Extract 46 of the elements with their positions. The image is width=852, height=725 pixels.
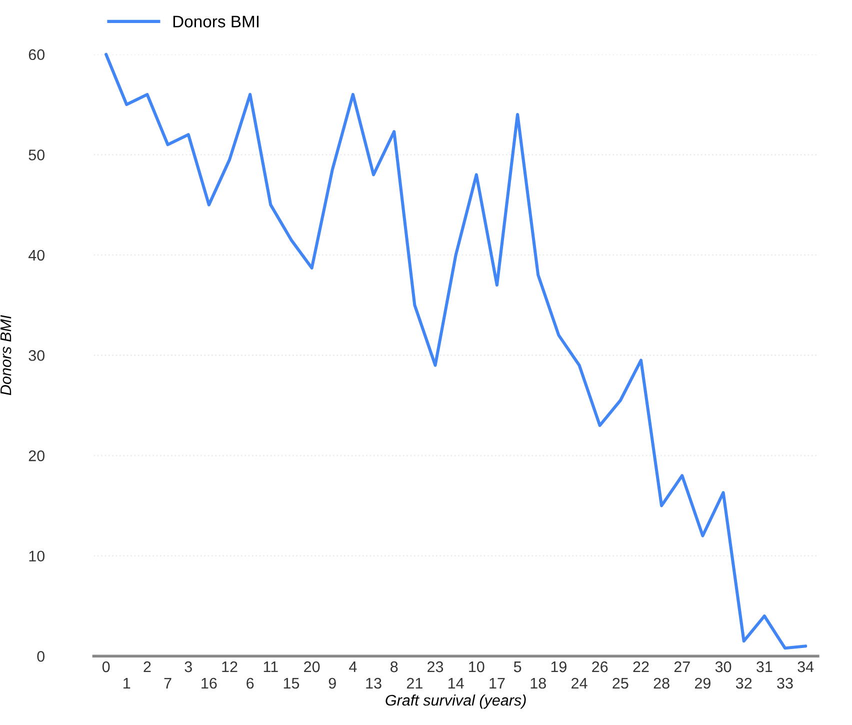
y-tick-label: 30 bbox=[28, 350, 45, 361]
x-tick-label: 25 bbox=[612, 678, 628, 689]
x-tick-label: 34 bbox=[798, 661, 814, 672]
x-tick-label: 11 bbox=[264, 662, 278, 672]
x-tick-label: 1 bbox=[124, 678, 130, 689]
x-tick-label: 0 bbox=[102, 661, 110, 672]
x-tick-label: 32 bbox=[736, 678, 752, 689]
x-tick-label: 13 bbox=[366, 678, 382, 689]
x-tick-label: 15 bbox=[284, 678, 300, 689]
x-tick-label: 20 bbox=[304, 661, 320, 672]
x-tick-label: 2 bbox=[144, 661, 151, 672]
x-tick-label: 16 bbox=[202, 678, 217, 689]
x-tick-label: 9 bbox=[328, 678, 336, 689]
x-tick-label: 28 bbox=[654, 678, 670, 689]
x-tick-label: 33 bbox=[777, 678, 793, 689]
y-tick-label: 50 bbox=[28, 150, 45, 160]
x-tick-label: 19 bbox=[551, 661, 566, 672]
y-axis-title: Donors BMI bbox=[0, 315, 12, 396]
x-tick-label: 31 bbox=[756, 661, 772, 672]
x-tick-label: 4 bbox=[349, 662, 357, 672]
x-tick-label: 17 bbox=[490, 678, 505, 689]
x-tick-label: 18 bbox=[530, 678, 546, 689]
y-tick-label: 10 bbox=[29, 550, 45, 562]
x-tick-label: 29 bbox=[694, 678, 710, 689]
x-tick-label: 14 bbox=[448, 678, 464, 689]
x-tick-label: 12 bbox=[222, 661, 238, 672]
x-tick-label: 6 bbox=[246, 678, 254, 689]
x-tick-label: 23 bbox=[428, 661, 444, 672]
x-tick-label: 8 bbox=[390, 661, 398, 672]
legend-label: Donors BMI bbox=[173, 16, 259, 28]
x-tick-label: 30 bbox=[715, 661, 732, 672]
x-tick-label: 27 bbox=[674, 661, 690, 672]
x-tick-label: 26 bbox=[592, 661, 608, 672]
y-tick-label: 0 bbox=[37, 650, 45, 662]
x-tick-label: 24 bbox=[572, 678, 588, 689]
line-series bbox=[104, 52, 808, 650]
x-tick-label: 3 bbox=[184, 661, 192, 672]
x-tick-label: 7 bbox=[164, 678, 172, 689]
x-tick-label: 5 bbox=[514, 662, 522, 672]
x-tick-label: 21 bbox=[406, 678, 422, 689]
x-tick-label: 22 bbox=[633, 661, 649, 672]
y-tick-label: 40 bbox=[28, 250, 45, 261]
x-tick-label: 10 bbox=[469, 661, 484, 672]
x-axis-title: Graft survival (years) bbox=[386, 694, 526, 709]
y-tick-label: 20 bbox=[28, 450, 45, 462]
y-tick-label: 60 bbox=[28, 49, 45, 60]
